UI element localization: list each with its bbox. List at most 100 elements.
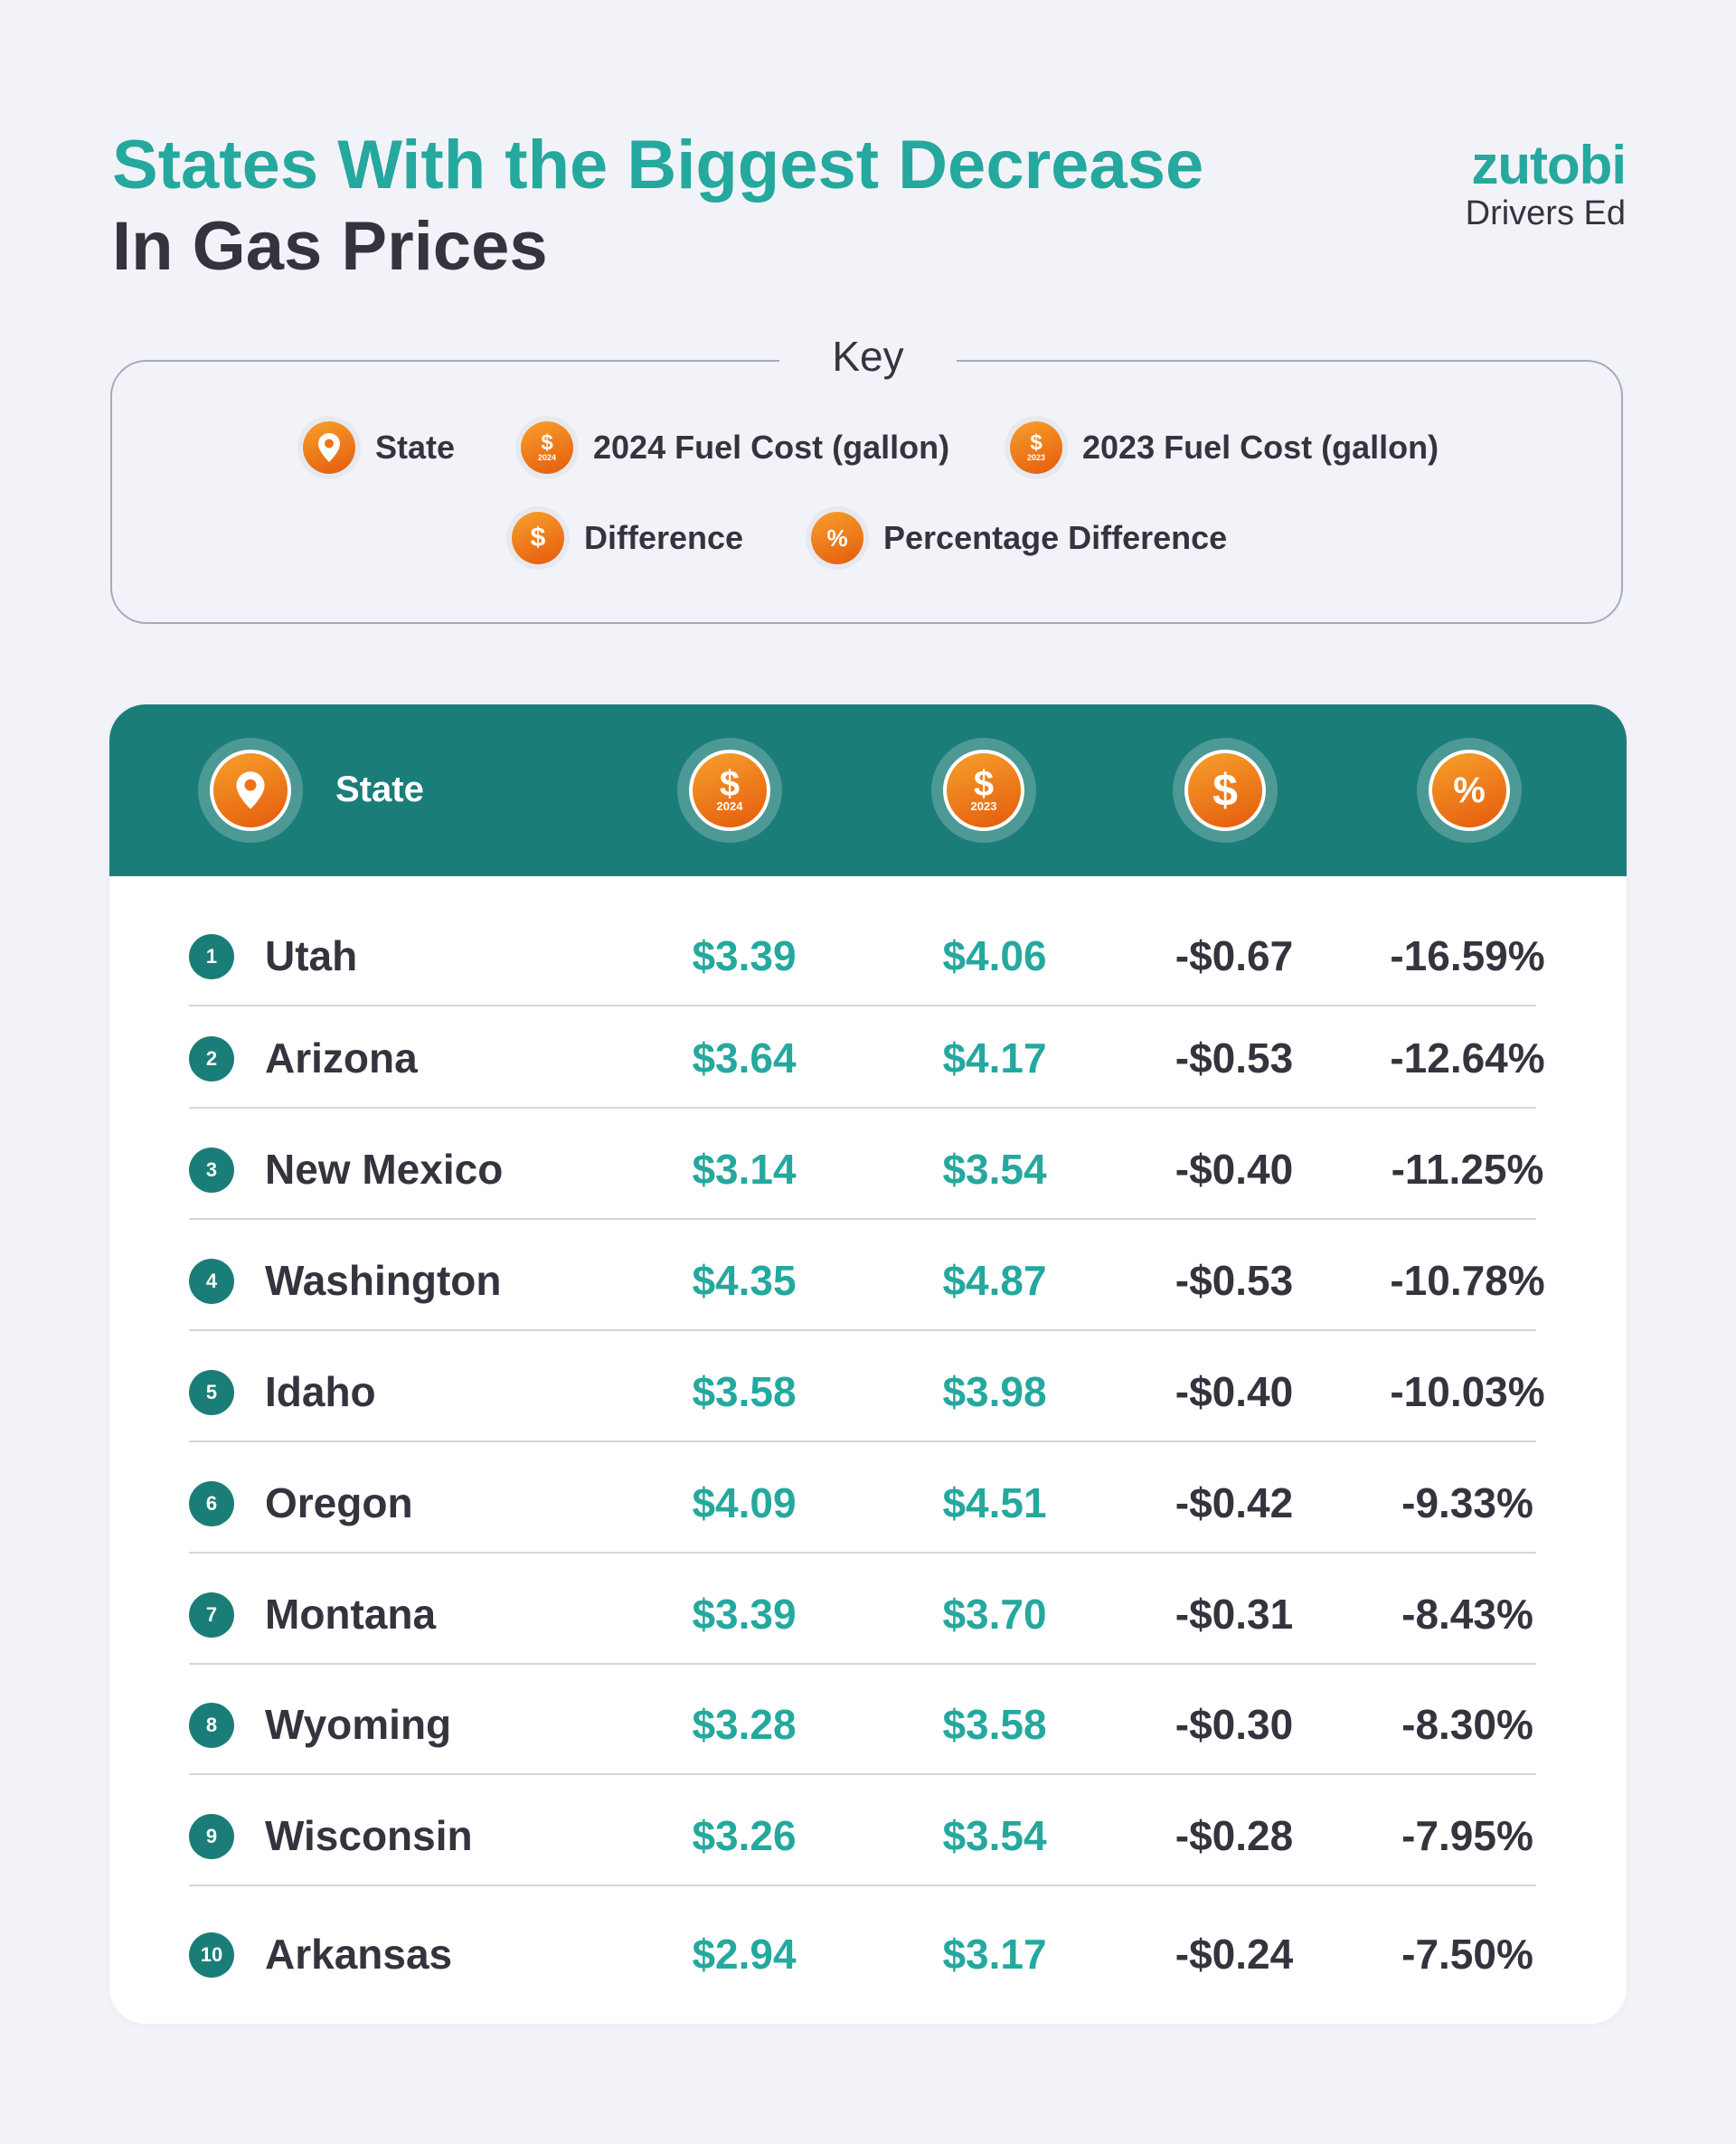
key-label-2024: 2024 Fuel Cost (gallon) <box>593 429 950 466</box>
key-label-state: State <box>375 429 456 466</box>
table-row: 2 Arizona $3.64 $4.17 -$0.53 -12.64% <box>109 998 1627 1109</box>
table-row: 10 Arkansas $2.94 $3.17 -$0.24 -7.50% <box>109 1894 1627 2005</box>
key-label-difference: Difference <box>584 519 744 556</box>
percent-icon: % <box>811 512 863 564</box>
cost-2023-value: $4.51 <box>942 1479 1047 1526</box>
key-label-percentage: Percentage Difference <box>883 519 1228 556</box>
state-name: Montana <box>265 1591 437 1638</box>
cost-2024-value: $4.35 <box>692 1257 797 1304</box>
row-divider <box>189 1218 1536 1220</box>
rank-badge: 2 <box>189 1036 234 1081</box>
dollar-icon: $ <box>512 512 564 564</box>
table-row: 7 Montana $3.39 $3.70 -$0.31 -8.43% <box>109 1554 1627 1665</box>
table-row: 5 Idaho $3.58 $3.98 -$0.40 -10.03% <box>109 1332 1627 1442</box>
table-row: 9 Wisconsin $3.26 $3.54 -$0.28 -7.95% <box>109 1776 1627 1886</box>
dollar-2024-icon: $ 2024 <box>521 421 573 474</box>
key-item-2024: $ 2024 2024 Fuel Cost (gallon) <box>521 416 949 479</box>
cost-2024-value: $4.09 <box>692 1479 797 1526</box>
table-row: 1 Utah $3.39 $4.06 -$0.67 -16.59% <box>109 896 1627 1006</box>
key-item-difference: $ Difference <box>512 506 743 570</box>
cost-2023-value: $3.58 <box>942 1701 1047 1748</box>
percent-difference-value: -12.64% <box>1390 1034 1545 1081</box>
state-name: Arizona <box>265 1034 418 1081</box>
rank-badge: 10 <box>189 1932 234 1978</box>
key-title: Key <box>779 329 957 383</box>
difference-value: -$0.31 <box>1175 1591 1294 1638</box>
state-name: Utah <box>265 932 358 979</box>
cost-2023-value: $4.17 <box>942 1034 1047 1081</box>
table-row: 3 New Mexico $3.14 $3.54 -$0.40 -11.25% <box>109 1110 1627 1220</box>
row-divider <box>189 1884 1536 1886</box>
row-divider <box>189 1107 1536 1109</box>
key-item-2023: $ 2023 2023 Fuel Cost (gallon) <box>1010 416 1439 479</box>
percent-difference-value: -9.33% <box>1401 1479 1533 1526</box>
difference-value: -$0.40 <box>1175 1368 1294 1415</box>
percent-difference-value: -7.95% <box>1401 1812 1533 1859</box>
cost-2024-value: $3.26 <box>692 1812 797 1859</box>
rank-badge: 7 <box>189 1592 234 1638</box>
header-location-pin-icon <box>198 738 303 843</box>
table-row: 6 Oregon $4.09 $4.51 -$0.42 -9.33% <box>109 1443 1627 1554</box>
state-name: New Mexico <box>265 1146 504 1193</box>
table-row: 4 Washington $4.35 $4.87 -$0.53 -10.78% <box>109 1221 1627 1331</box>
cost-2024-value: $3.58 <box>692 1368 797 1415</box>
header-dollar-icon: $ <box>1173 738 1278 843</box>
difference-value: -$0.42 <box>1175 1479 1294 1526</box>
rank-badge: 3 <box>189 1148 234 1193</box>
percent-difference-value: -8.43% <box>1401 1591 1533 1638</box>
rank-badge: 5 <box>189 1370 234 1415</box>
percent-difference-value: -8.30% <box>1401 1701 1533 1748</box>
cost-2023-value: $4.06 <box>942 932 1047 979</box>
percent-difference-value: -10.03% <box>1390 1368 1545 1415</box>
row-divider <box>189 1773 1536 1775</box>
cost-2023-value: $4.87 <box>942 1257 1047 1304</box>
row-divider <box>189 1005 1536 1006</box>
data-table: State $ 2024 $ 2023 $ % 1 Utah $3.39 $4.06 -… <box>109 704 1627 2024</box>
cost-2024-value: $2.94 <box>692 1931 797 1978</box>
percent-difference-value: -10.78% <box>1390 1257 1545 1304</box>
state-name: Oregon <box>265 1479 413 1526</box>
cost-2024-value: $3.39 <box>692 1591 797 1638</box>
percent-difference-value: -16.59% <box>1390 932 1545 979</box>
cost-2024-value: $3.28 <box>692 1701 797 1748</box>
cost-2024-value: $3.64 <box>692 1034 797 1081</box>
cost-2024-value: $3.39 <box>692 932 797 979</box>
state-name: Arkansas <box>265 1931 453 1978</box>
cost-2023-value: $3.54 <box>942 1812 1047 1859</box>
cost-2023-value: $3.54 <box>942 1146 1047 1193</box>
header-dollar-2023-icon: $ 2023 <box>931 738 1036 843</box>
difference-value: -$0.53 <box>1175 1257 1294 1304</box>
difference-value: -$0.67 <box>1175 932 1294 979</box>
difference-value: -$0.53 <box>1175 1034 1294 1081</box>
brand-logo: zutobi Drivers Ed <box>1465 135 1627 233</box>
row-divider <box>189 1663 1536 1665</box>
key-label-2023: 2023 Fuel Cost (gallon) <box>1082 429 1439 466</box>
state-name: Wisconsin <box>265 1812 473 1859</box>
header-dollar-2024-icon: $ 2024 <box>677 738 782 843</box>
table-row: 8 Wyoming $3.28 $3.58 -$0.30 -8.30% <box>109 1665 1627 1775</box>
key-panel <box>110 360 1623 624</box>
percent-difference-value: -7.50% <box>1401 1931 1533 1978</box>
cost-2024-value: $3.14 <box>692 1146 797 1193</box>
percent-difference-value: -11.25% <box>1391 1146 1544 1193</box>
logo-name: zutobi <box>1471 135 1627 195</box>
difference-value: -$0.28 <box>1175 1812 1294 1859</box>
cost-2023-value: $3.17 <box>942 1931 1047 1978</box>
key-item-percentage: % Percentage Difference <box>811 506 1227 570</box>
page-title: States With the Biggest Decrease <box>112 127 1204 203</box>
row-divider <box>189 1552 1536 1554</box>
key-item-state: State <box>303 416 455 479</box>
rank-badge: 4 <box>189 1259 234 1304</box>
header-percent-icon: % <box>1417 738 1522 843</box>
rank-badge: 6 <box>189 1481 234 1526</box>
logo-subtitle: Drivers Ed <box>1465 194 1626 232</box>
cost-2023-value: $3.98 <box>942 1368 1047 1415</box>
row-divider <box>189 1329 1536 1331</box>
dollar-2023-icon: $ 2023 <box>1010 421 1062 474</box>
rank-badge: 9 <box>189 1814 234 1859</box>
state-name: Idaho <box>265 1368 376 1415</box>
header-state-label: State <box>335 770 424 809</box>
difference-value: -$0.30 <box>1175 1701 1294 1748</box>
row-divider <box>189 1440 1536 1442</box>
difference-value: -$0.24 <box>1175 1931 1294 1978</box>
